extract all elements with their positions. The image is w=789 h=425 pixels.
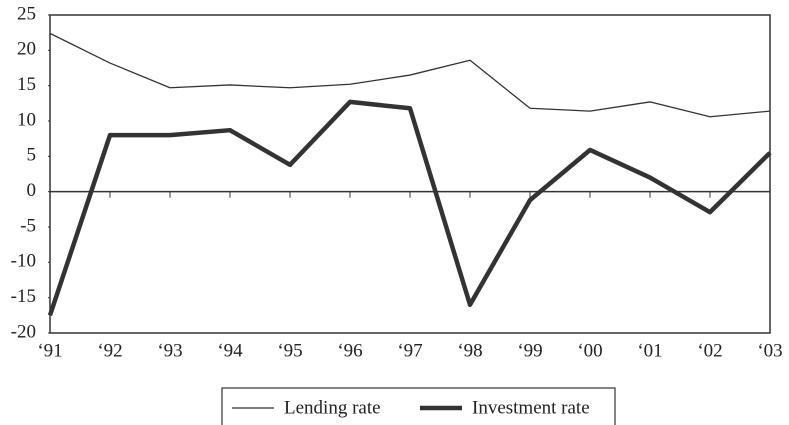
y-tick-label: 10 bbox=[17, 109, 36, 130]
y-tick-label: -10 bbox=[11, 251, 36, 272]
y-tick-label: 5 bbox=[27, 145, 37, 166]
y-tick-label: 25 bbox=[17, 3, 36, 24]
y-tick-label: -5 bbox=[20, 215, 36, 236]
x-tick-label: ‘96 bbox=[337, 340, 362, 361]
legend-label: Lending rate bbox=[284, 397, 381, 418]
x-tick-label: ‘98 bbox=[457, 340, 482, 361]
x-tick-label: ‘00 bbox=[577, 340, 602, 361]
x-tick-label: ‘01 bbox=[637, 340, 662, 361]
x-tick-label: ‘02 bbox=[697, 340, 722, 361]
x-tick-label: ‘95 bbox=[277, 340, 302, 361]
x-tick-label: ‘03 bbox=[757, 340, 782, 361]
x-tick-label: ‘93 bbox=[157, 340, 182, 361]
y-tick-label: 0 bbox=[27, 180, 37, 201]
x-tick-label: ‘97 bbox=[397, 340, 422, 361]
x-tick-label: ‘94 bbox=[217, 340, 243, 361]
y-tick-label: -15 bbox=[11, 286, 36, 307]
y-tick-label: -20 bbox=[11, 321, 36, 342]
x-tick-label: ‘92 bbox=[97, 340, 122, 361]
x-tick-label: ‘99 bbox=[517, 340, 542, 361]
legend-box bbox=[221, 387, 616, 425]
x-tick-label: ‘91 bbox=[37, 340, 62, 361]
plot-frame bbox=[49, 14, 771, 334]
series-line bbox=[47, 99, 772, 317]
series-line bbox=[49, 32, 771, 118]
y-tick-label: 15 bbox=[17, 74, 36, 95]
y-tick-label: 20 bbox=[17, 39, 36, 60]
legend-label: Investment rate bbox=[472, 397, 590, 418]
